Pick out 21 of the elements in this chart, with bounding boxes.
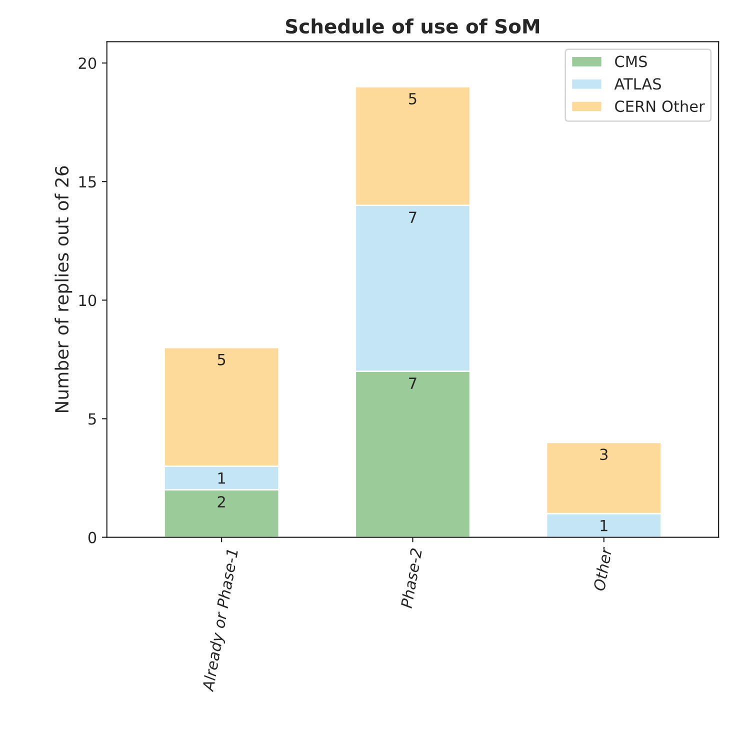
y-tick-label: 20 [78, 57, 96, 70]
x-tick-label: Other [592, 546, 612, 592]
legend-label: ATLAS [614, 78, 661, 90]
legend-label: CERN Other [615, 100, 705, 112]
y-tick-label: 5 [88, 413, 96, 425]
x-tick-label: Already or Phase-1 [202, 549, 241, 693]
data-label: 5 [218, 354, 226, 366]
chart-title: Schedule of use of SoM [286, 18, 540, 34]
data-label: 1 [218, 472, 226, 484]
y-tick-label: 10 [79, 294, 96, 306]
x-tick-label: Phase-2 [400, 548, 422, 609]
y-axis-title: Number of replies out of 26 [54, 166, 72, 412]
data-label: 7 [409, 378, 416, 389]
y-tick-label: 15 [79, 176, 96, 188]
data-label: 3 [600, 448, 608, 460]
y-tick-label: 0 [88, 532, 96, 544]
data-label: 1 [600, 520, 608, 532]
data-label: 7 [409, 212, 416, 223]
data-label: 5 [409, 93, 416, 104]
data-label: 2 [218, 496, 225, 508]
legend-label: CMS [615, 56, 647, 68]
